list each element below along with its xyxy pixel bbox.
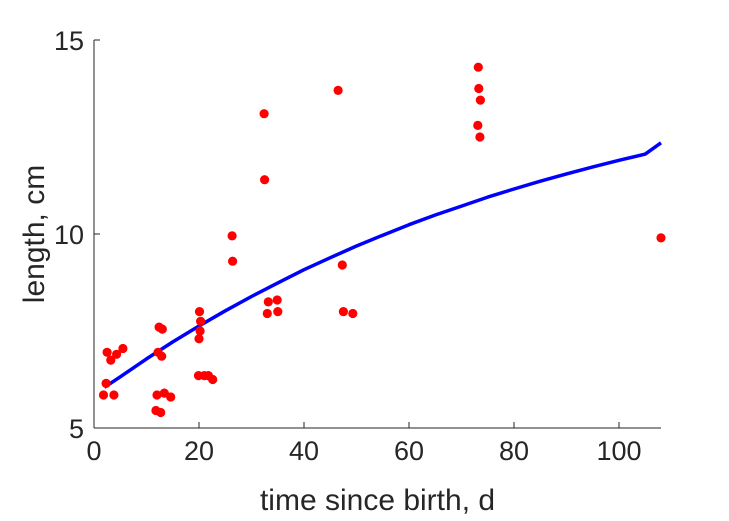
- data-point: [259, 109, 269, 119]
- data-point: [656, 233, 666, 243]
- data-point: [473, 120, 483, 130]
- data-point: [98, 390, 109, 400]
- x-tick-label: 40: [289, 436, 319, 466]
- data-point: [228, 256, 238, 266]
- x-tick-label: 20: [184, 436, 214, 466]
- fit-curve-layer: [103, 141, 663, 389]
- data-point: [473, 62, 483, 72]
- data-point: [112, 349, 122, 359]
- data-point: [475, 132, 485, 142]
- y-axis-label: length, cm: [18, 165, 51, 303]
- data-point: [102, 347, 112, 357]
- data-point: [475, 95, 485, 105]
- data-point: [263, 297, 273, 307]
- data-point: [196, 316, 206, 326]
- data-point: [157, 324, 167, 334]
- y-tick-label: 10: [54, 220, 84, 250]
- data-point: [260, 175, 270, 185]
- data-point: [337, 260, 347, 270]
- data-points-layer: [98, 62, 666, 418]
- data-point: [208, 374, 218, 385]
- y-tick-label: 5: [69, 414, 84, 444]
- axes: 0 20 40 60 80 100 5 10 15: [54, 26, 661, 466]
- data-point: [109, 390, 119, 400]
- data-point: [195, 326, 205, 336]
- x-tick-label: 100: [596, 436, 641, 466]
- y-tick-label: 15: [54, 26, 84, 56]
- data-point: [194, 334, 204, 344]
- data-point: [166, 392, 176, 402]
- fit-curve: [103, 141, 663, 389]
- x-axis-label: time since birth, d: [260, 484, 495, 517]
- data-point: [348, 308, 358, 319]
- data-point: [106, 355, 116, 365]
- data-point: [273, 307, 283, 317]
- x-tick-label: 80: [499, 436, 529, 466]
- x-tick-label: 60: [394, 436, 424, 466]
- data-point: [156, 407, 166, 418]
- data-point: [262, 308, 272, 319]
- data-point: [474, 83, 484, 94]
- data-point: [152, 390, 162, 400]
- data-point: [157, 351, 167, 361]
- data-point: [338, 307, 348, 317]
- data-point: [272, 295, 282, 305]
- x-tick-label: 0: [86, 436, 101, 466]
- data-point: [194, 307, 205, 317]
- data-point: [101, 378, 111, 388]
- data-point: [227, 231, 237, 241]
- data-point: [333, 85, 343, 95]
- data-point: [118, 343, 128, 354]
